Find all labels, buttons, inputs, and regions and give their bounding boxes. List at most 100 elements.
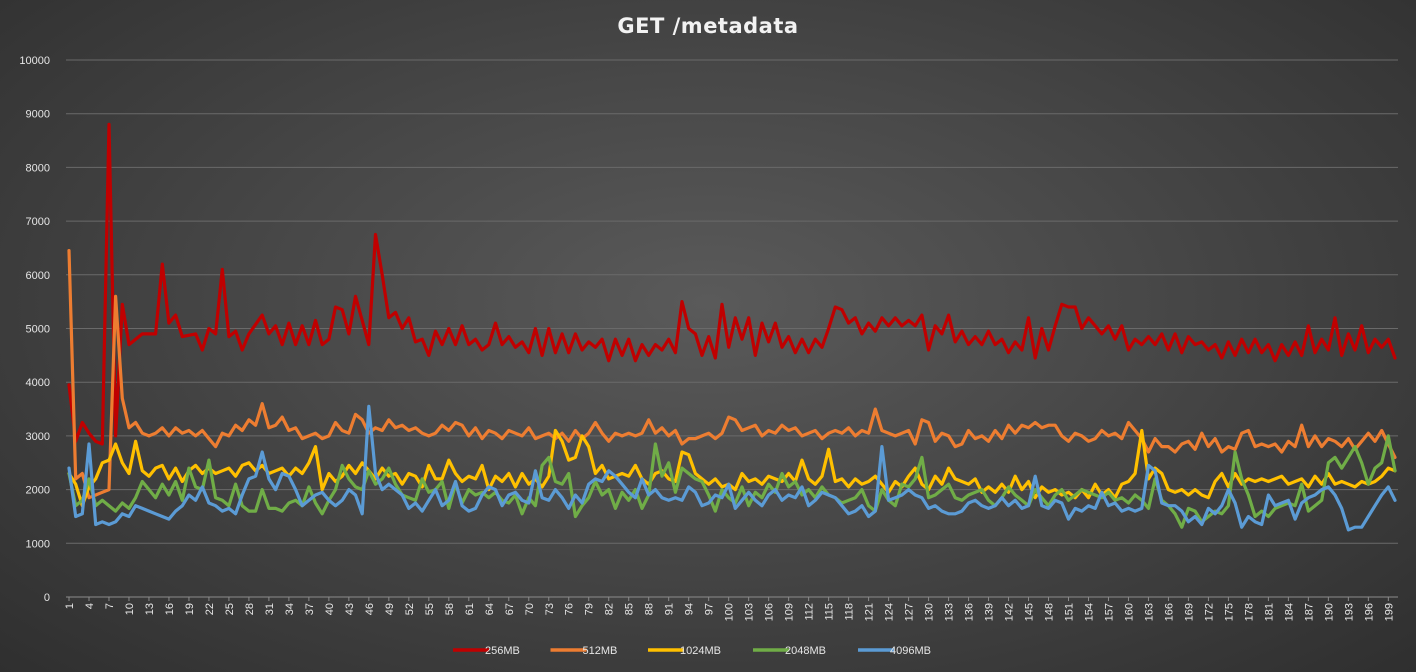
y-tick-label: 10000 <box>19 55 50 67</box>
x-tick-label: 172 <box>1203 603 1215 621</box>
legend-label-1024MB: 1024MB <box>680 645 721 657</box>
x-tick-label: 1 <box>64 603 76 609</box>
x-tick-label: 97 <box>704 603 716 615</box>
x-tick-label: 79 <box>584 603 596 615</box>
x-tick-label: 175 <box>1223 603 1235 621</box>
x-tick-label: 100 <box>724 603 736 621</box>
x-tick-label: 82 <box>604 603 616 615</box>
x-tick-label: 112 <box>804 603 816 621</box>
series-line-256MB <box>67 122 1397 446</box>
x-tick-label: 73 <box>544 603 556 615</box>
y-tick-label: 5000 <box>26 324 50 336</box>
x-tick-label: 103 <box>744 603 756 621</box>
x-tick-label: 10 <box>124 603 136 615</box>
x-tick-label: 154 <box>1083 603 1095 621</box>
x-tick-label: 46 <box>364 603 376 615</box>
chart-title: GET /metadata <box>617 14 799 38</box>
x-tick-label: 19 <box>184 603 196 615</box>
x-tick-label: 70 <box>524 603 536 615</box>
x-tick-label: 88 <box>644 603 656 615</box>
x-tick-label: 85 <box>624 603 636 615</box>
x-tick-label: 76 <box>564 603 576 615</box>
x-tick-label: 163 <box>1143 603 1155 621</box>
legend-item-1024MB: 1024MB <box>648 645 721 657</box>
x-tick-label: 40 <box>324 603 336 615</box>
x-tick-label: 49 <box>384 603 396 615</box>
x-tick-label: 58 <box>444 603 456 615</box>
x-tick-label: 136 <box>964 603 976 621</box>
legend-item-2048MB: 2048MB <box>753 645 826 657</box>
x-tick-label: 118 <box>844 603 856 621</box>
x-tick-label: 142 <box>1004 603 1016 621</box>
series-line-1024MB <box>67 428 1397 508</box>
x-tick-label: 16 <box>164 603 176 615</box>
x-tick-label: 28 <box>244 603 256 615</box>
x-tick-label: 160 <box>1123 603 1135 621</box>
legend-label-4096MB: 4096MB <box>890 645 931 657</box>
x-axis: 1 4 7 10 13 16 19 22 25 28 31 34 37 40 43 46 49 52 55 58 61 6… <box>64 597 1395 621</box>
x-tick-label: 178 <box>1243 603 1255 621</box>
x-tick-label: 169 <box>1183 603 1195 621</box>
x-tick-label: 61 <box>464 603 476 615</box>
y-tick-label: 1000 <box>26 538 50 550</box>
y-tick-label: 0 <box>44 592 50 604</box>
x-tick-label: 109 <box>784 603 796 621</box>
x-tick-label: 190 <box>1323 603 1335 621</box>
x-tick-label: 55 <box>424 603 436 615</box>
x-tick-label: 43 <box>344 603 356 615</box>
series-line-512MB <box>67 249 1397 500</box>
x-tick-label: 157 <box>1103 603 1115 621</box>
x-tick-label: 4 <box>84 603 96 609</box>
x-tick-label: 166 <box>1163 603 1175 621</box>
x-tick-label: 91 <box>664 603 676 615</box>
x-tick-label: 106 <box>764 603 776 621</box>
legend-item-4096MB: 4096MB <box>858 645 931 657</box>
legend-label-512MB: 512MB <box>583 645 618 657</box>
y-tick-label: 3000 <box>26 431 50 443</box>
y-tick-label: 9000 <box>26 109 50 121</box>
x-tick-label: 148 <box>1044 603 1056 621</box>
x-tick-label: 22 <box>204 603 216 615</box>
series-lines <box>67 122 1397 532</box>
series-line-4096MB <box>67 404 1397 532</box>
y-tick-label: 4000 <box>26 377 50 389</box>
y-axis: 0 1000 2000 3000 4000 5000 6000 7000 8000 9000 100… <box>19 55 50 604</box>
grid-lines <box>66 59 1398 598</box>
y-tick-label: 8000 <box>26 162 50 174</box>
x-tick-label: 121 <box>864 603 876 621</box>
x-tick-label: 31 <box>264 603 276 615</box>
x-tick-label: 64 <box>484 603 496 615</box>
legend-item-256MB: 256MB <box>453 645 520 657</box>
x-tick-label: 184 <box>1283 603 1295 621</box>
x-tick-label: 52 <box>404 603 416 615</box>
x-tick-label: 124 <box>884 603 896 621</box>
y-tick-label: 7000 <box>26 216 50 228</box>
x-tick-label: 67 <box>504 603 516 615</box>
legend: 256MB 512MB 1024MB 2048MB 4096MB <box>453 645 931 657</box>
x-tick-label: 13 <box>144 603 156 615</box>
legend-item-512MB: 512MB <box>550 645 618 657</box>
x-tick-label: 199 <box>1383 603 1395 621</box>
x-tick-label: 193 <box>1343 603 1355 621</box>
legend-label-2048MB: 2048MB <box>785 645 826 657</box>
x-tick-label: 37 <box>304 603 316 615</box>
x-tick-label: 139 <box>984 603 996 621</box>
x-tick-label: 94 <box>684 603 696 615</box>
x-tick-label: 151 <box>1063 603 1075 621</box>
x-tick-label: 34 <box>284 603 296 615</box>
legend-label-256MB: 256MB <box>485 645 520 657</box>
x-tick-label: 130 <box>924 603 936 621</box>
y-tick-label: 6000 <box>26 270 50 282</box>
y-tick-label: 2000 <box>26 485 50 497</box>
x-tick-label: 115 <box>824 603 836 621</box>
x-tick-label: 25 <box>224 603 236 615</box>
x-tick-label: 196 <box>1363 603 1375 621</box>
x-tick-label: 7 <box>104 603 116 609</box>
x-tick-label: 145 <box>1024 603 1036 621</box>
x-tick-label: 187 <box>1303 603 1315 621</box>
x-tick-label: 181 <box>1263 603 1275 621</box>
x-tick-label: 133 <box>944 603 956 621</box>
x-tick-label: 127 <box>904 603 916 621</box>
